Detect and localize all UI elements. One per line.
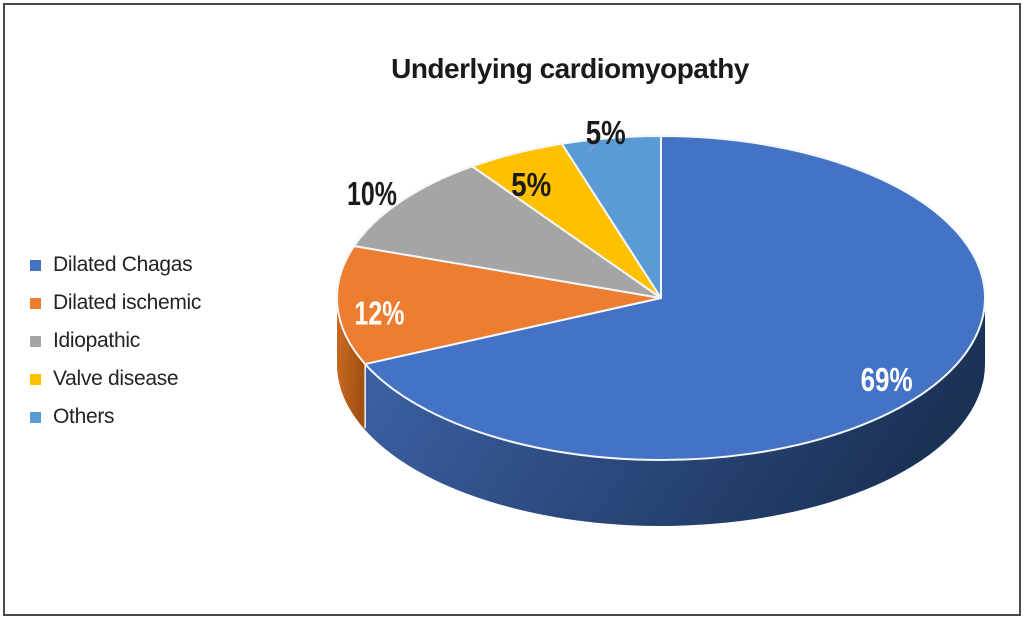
pie-label-dilated-chagas: 69% [861,361,913,398]
legend: Dilated Chagas Dilated ischemic Idiopathic… [30,246,201,436]
pie-slice-dilated-chagas [364,135,987,461]
legend-label: Dilated Chagas [53,253,193,276]
legend-label: Idiopathic [53,329,140,352]
pie-side-dilated-chagas [365,298,985,526]
pie-slice-idiopathic [353,165,662,299]
legend-label: Valve disease [53,367,179,390]
pie-label-valve-disease: 5% [511,166,551,203]
legend-swatch-idiopathic [30,335,41,347]
pie-slice-dilated-ischemic [336,245,662,366]
legend-item-dilated-chagas: Dilated Chagas [30,246,201,284]
pie-label-dilated-ischemic: 12% [354,295,404,332]
legend-label: Others [53,405,115,428]
legend-item-idiopathic: Idiopathic [30,322,201,360]
legend-item-dilated-ischemic: Dilated ischemic [30,284,201,322]
legend-swatch-others [30,411,41,423]
pie-slice-others [560,135,662,299]
legend-swatch-dilated-chagas [30,259,41,271]
chart-title: Underlying cardiomyopathy [391,53,749,84]
pie-side-dilated-ischemic [337,298,366,431]
legend-item-valve-disease: Valve disease [30,360,201,398]
legend-swatch-dilated-ischemic [30,297,41,309]
legend-item-others: Others [30,398,201,436]
legend-swatch-valve-disease [30,373,41,385]
legend-label: Dilated ischemic [53,291,202,314]
pie-label-others: 5% [586,114,626,151]
label-leader-line [589,139,599,152]
pie-label-idiopathic: 10% [347,175,397,212]
